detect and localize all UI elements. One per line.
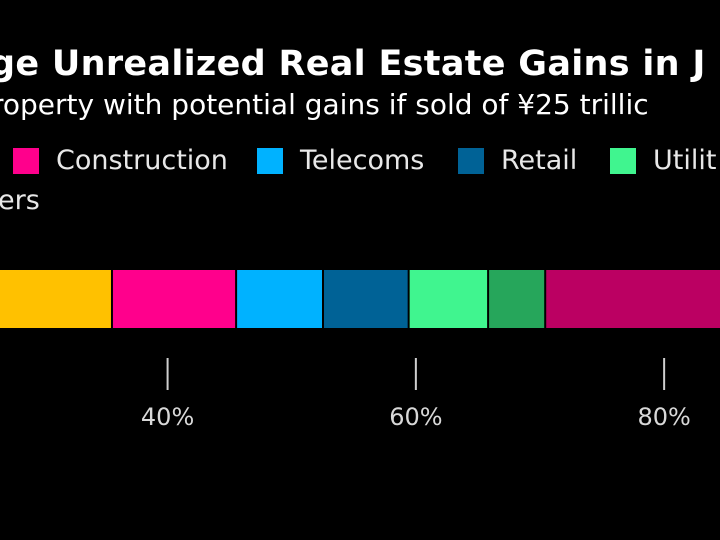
bar-segment-utilit — [409, 270, 488, 328]
bar-segment-retail — [324, 270, 408, 328]
bar-segment-construction — [112, 270, 236, 328]
bar-segment-segment-6 — [489, 270, 545, 328]
chart-title: ge Unrealized Real Estate Gains in J — [0, 44, 706, 84]
legend-label-others: ers — [0, 185, 40, 216]
legend-swatch-utilities — [610, 147, 636, 174]
x-tick-label-80: 80% — [637, 403, 690, 431]
bar-segment-segment-1 — [0, 270, 111, 328]
legend-item-construction: Construction — [13, 145, 228, 176]
bar-segment-ers — [546, 270, 720, 328]
bar-segments — [0, 270, 720, 328]
legend-item-utilities: Utilit — [610, 145, 716, 176]
x-tick-label-60: 60% — [389, 403, 442, 431]
legend-label-retail: Retail — [501, 145, 578, 176]
legend: Construction Telecoms Retail Utilit ers — [0, 138, 720, 228]
x-tick-label-40: 40% — [141, 403, 194, 431]
legend-label-utilities: Utilit — [653, 145, 717, 176]
legend-swatch-construction — [13, 147, 39, 174]
legend-label-telecoms: Telecoms — [300, 145, 425, 176]
bar-segment-telecoms — [237, 270, 322, 328]
legend-item-telecoms: Telecoms — [257, 145, 424, 176]
x-axis: 40% 60% 80% — [141, 358, 691, 431]
legend-swatch-retail — [458, 147, 484, 174]
chart-subtitle: roperty with potential gains if sold of … — [0, 88, 649, 121]
legend-item-others: ers — [0, 185, 40, 216]
legend-swatch-telecoms — [257, 147, 283, 174]
legend-label-construction: Construction — [56, 145, 228, 176]
legend-item-retail: Retail — [458, 145, 577, 176]
